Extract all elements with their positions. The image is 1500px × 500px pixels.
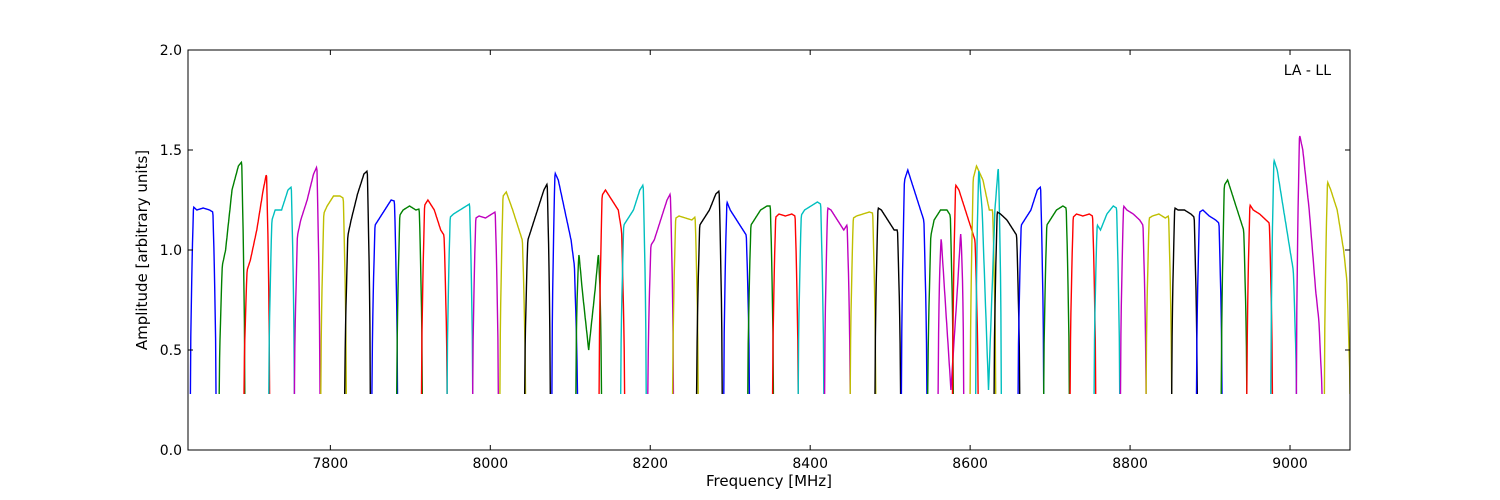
series-line xyxy=(647,192,675,395)
series-line xyxy=(396,205,423,395)
x-tick-label: 7800 xyxy=(313,456,349,472)
annotation-label: LA - LL xyxy=(1284,63,1331,79)
series-line xyxy=(849,211,877,395)
series-line xyxy=(927,209,954,395)
series-line xyxy=(1119,204,1147,395)
series-line xyxy=(1220,178,1248,395)
series-line xyxy=(900,167,928,395)
series-line xyxy=(797,201,825,395)
x-tick-label: 8200 xyxy=(632,456,668,472)
series-line xyxy=(671,215,699,395)
series-line xyxy=(1145,213,1173,395)
x-tick-label: 8000 xyxy=(472,456,508,472)
series-line xyxy=(1170,206,1199,395)
series-line xyxy=(1270,157,1298,395)
series-line xyxy=(293,165,321,395)
series-line xyxy=(951,183,979,395)
series-line xyxy=(695,189,723,395)
plot-background xyxy=(188,50,1350,450)
x-tick-label: 9000 xyxy=(1272,456,1308,472)
series-line xyxy=(499,190,527,395)
series-line xyxy=(420,198,448,395)
series-line xyxy=(993,210,1021,395)
series-line xyxy=(598,188,626,395)
series-line xyxy=(1246,203,1274,395)
y-tick-label: 0.5 xyxy=(160,343,182,359)
series-line xyxy=(771,213,799,395)
series-line xyxy=(1093,205,1121,395)
series-line xyxy=(189,205,217,395)
series-line xyxy=(937,234,965,395)
y-axis-label: Amplitude [arbitrary units] xyxy=(133,150,151,350)
x-axis-label: Frequency [MHz] xyxy=(706,472,832,490)
series-line xyxy=(1195,209,1223,395)
series-line xyxy=(344,169,371,395)
series-line xyxy=(1069,213,1097,395)
series-line xyxy=(1042,205,1071,395)
series-line xyxy=(551,171,579,395)
series-line xyxy=(243,174,271,395)
series-line xyxy=(371,199,399,395)
x-tick-label: 8400 xyxy=(792,456,828,472)
x-tick-label: 8800 xyxy=(1112,456,1148,472)
series-line xyxy=(1295,135,1323,395)
y-tick-label: 1.0 xyxy=(160,243,182,259)
series-layer xyxy=(189,135,1350,395)
series-line xyxy=(472,210,499,395)
series-line xyxy=(1017,185,1045,395)
series-line xyxy=(969,164,997,395)
series-line xyxy=(723,200,751,395)
y-tick-label: 1.5 xyxy=(160,143,182,159)
series-line xyxy=(268,185,296,395)
series-line xyxy=(874,206,902,395)
series-line xyxy=(975,168,1002,395)
x-tick-label: 8600 xyxy=(952,456,988,472)
series-line xyxy=(218,160,246,395)
series-line xyxy=(823,206,851,395)
y-tick-label: 2.0 xyxy=(160,43,182,59)
series-line xyxy=(446,202,474,395)
series-line xyxy=(1323,179,1350,395)
series-line xyxy=(575,254,603,395)
y-tick-label: 0.0 xyxy=(160,443,182,459)
series-line xyxy=(320,195,347,395)
series-line xyxy=(524,182,551,395)
series-line xyxy=(620,183,647,395)
series-line xyxy=(747,205,775,395)
ticks-layer: 7800 8000 8200 8400 8600 8800 9000 0.0 0.5 1.0 1.5… xyxy=(160,43,1350,472)
